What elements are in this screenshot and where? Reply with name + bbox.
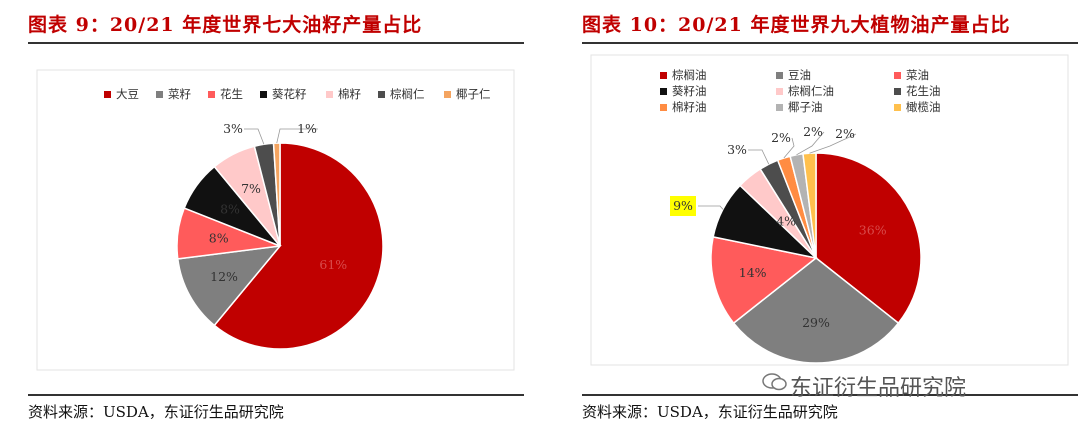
legend-item: 花生油 (894, 84, 941, 98)
legend-item: 菜油 (894, 68, 929, 82)
legend-label: 棕榈仁 (390, 87, 425, 101)
data-label: 61% (319, 257, 347, 272)
legend-swatch (660, 72, 667, 79)
legend-swatch (894, 88, 901, 95)
legend-swatch (156, 91, 163, 98)
legend-item: 葵花籽 (260, 87, 307, 101)
legend-label: 橄榄油 (906, 100, 941, 114)
legend: 大豆 菜籽 花生 葵花籽 棉籽 棕榈仁 椰子仁 (104, 87, 491, 101)
pie-slice (815, 152, 922, 325)
data-label: 8% (220, 202, 240, 217)
leader-line (809, 133, 857, 154)
legend-item: 棕榈油 (660, 68, 707, 82)
legend-swatch (776, 104, 783, 111)
left-chart-panel: 图表 9：20/21 年度世界七大油籽产量占比 大豆 菜籽 花生 葵花籽 棉籽 棕榈仁 椰子… (0, 0, 526, 432)
legend-label: 菜籽 (168, 87, 191, 101)
leader-line (783, 137, 795, 159)
legend-item: 棉籽油 (660, 100, 707, 114)
data-label: 8% (209, 230, 229, 245)
data-label: 3% (223, 121, 243, 136)
legend-label: 花生油 (906, 84, 941, 98)
legend-label: 葵籽油 (672, 84, 707, 98)
legend-label: 棉籽油 (672, 100, 707, 114)
legend-swatch (208, 91, 215, 98)
source-note: 资料来源：USDA，东证衍生品研究院 (28, 403, 284, 421)
chart-title: 图表 10：20/21 年度世界九大植物油产量占比 (582, 14, 1011, 36)
legend-label: 棕榈油 (672, 68, 707, 82)
plot-frame (36, 69, 515, 371)
legend-label: 花生 (220, 87, 243, 101)
legend-item: 椰子油 (776, 100, 823, 114)
legend-item: 橄榄油 (894, 100, 941, 114)
data-label: 3% (727, 142, 747, 157)
legend-swatch (776, 88, 783, 95)
data-label: 7% (241, 181, 261, 196)
legend-swatch (660, 104, 667, 111)
legend-item: 豆油 (776, 68, 811, 82)
legend-label: 棕榈仁油 (788, 84, 834, 98)
data-label: 2% (771, 130, 791, 145)
legend-label: 大豆 (116, 87, 139, 101)
data-label: 2% (803, 124, 823, 139)
title-rule (582, 42, 1078, 44)
legend-swatch (260, 91, 267, 98)
pie (176, 142, 384, 350)
data-label: 9% (673, 198, 693, 213)
leader-line (698, 205, 724, 210)
data-label: 2% (835, 126, 855, 141)
pie-slice (213, 142, 384, 350)
legend-label: 豆油 (788, 68, 811, 82)
data-label: 14% (739, 265, 767, 280)
wechat-icon (762, 373, 787, 391)
data-label: 12% (210, 269, 238, 284)
legend-swatch (378, 91, 385, 98)
plot-frame (590, 54, 1069, 366)
pie-slice (176, 245, 282, 327)
legend-label: 棉籽 (338, 87, 361, 101)
legend-item: 棕榈仁 (378, 87, 425, 101)
legend-item: 椰子仁 (444, 87, 491, 101)
legend-item: 棉籽 (326, 87, 361, 101)
data-label: 4% (776, 213, 796, 228)
data-label: 1% (297, 121, 317, 136)
data-label: 29% (802, 315, 830, 330)
source-rule (582, 394, 1078, 396)
legend-label: 椰子仁 (456, 87, 491, 101)
legend-swatch (776, 72, 783, 79)
legend-item: 葵籽油 (660, 84, 707, 98)
legend-label: 椰子油 (788, 100, 823, 114)
leader-line (244, 128, 265, 145)
legend-swatch (444, 91, 451, 98)
legend-label: 葵花籽 (272, 87, 307, 101)
source-note: 资料来源：USDA，东证衍生品研究院 (582, 403, 838, 421)
legend-swatch (104, 91, 111, 98)
legend-label: 菜油 (906, 68, 929, 82)
pie-slice (732, 257, 900, 364)
pie-slice (710, 236, 818, 325)
leader-line (276, 128, 318, 144)
title-rule (28, 42, 524, 44)
legend-item: 花生 (208, 87, 243, 101)
pie (710, 152, 922, 364)
legend-swatch (894, 104, 901, 111)
legend-swatch (894, 72, 901, 79)
legend-swatch (660, 88, 667, 95)
highlight-box (670, 196, 696, 216)
source-rule (28, 394, 524, 396)
legend-item: 棕榈仁油 (776, 84, 834, 98)
data-label: 36% (859, 223, 887, 238)
legend-item: 菜籽 (156, 87, 191, 101)
leader-line (796, 131, 825, 156)
chart-title: 图表 9：20/21 年度世界七大油籽产量占比 (28, 14, 423, 36)
watermark-text: 东证衍生品研究院 (790, 376, 967, 401)
leader-line (748, 149, 770, 165)
legend-item: 大豆 (104, 87, 139, 101)
legend-swatch (326, 91, 333, 98)
right-chart-panel: 图表 10：20/21 年度世界九大植物油产量占比 棕榈油 豆油 菜油葵籽油 棕榈仁油… (554, 0, 1080, 432)
